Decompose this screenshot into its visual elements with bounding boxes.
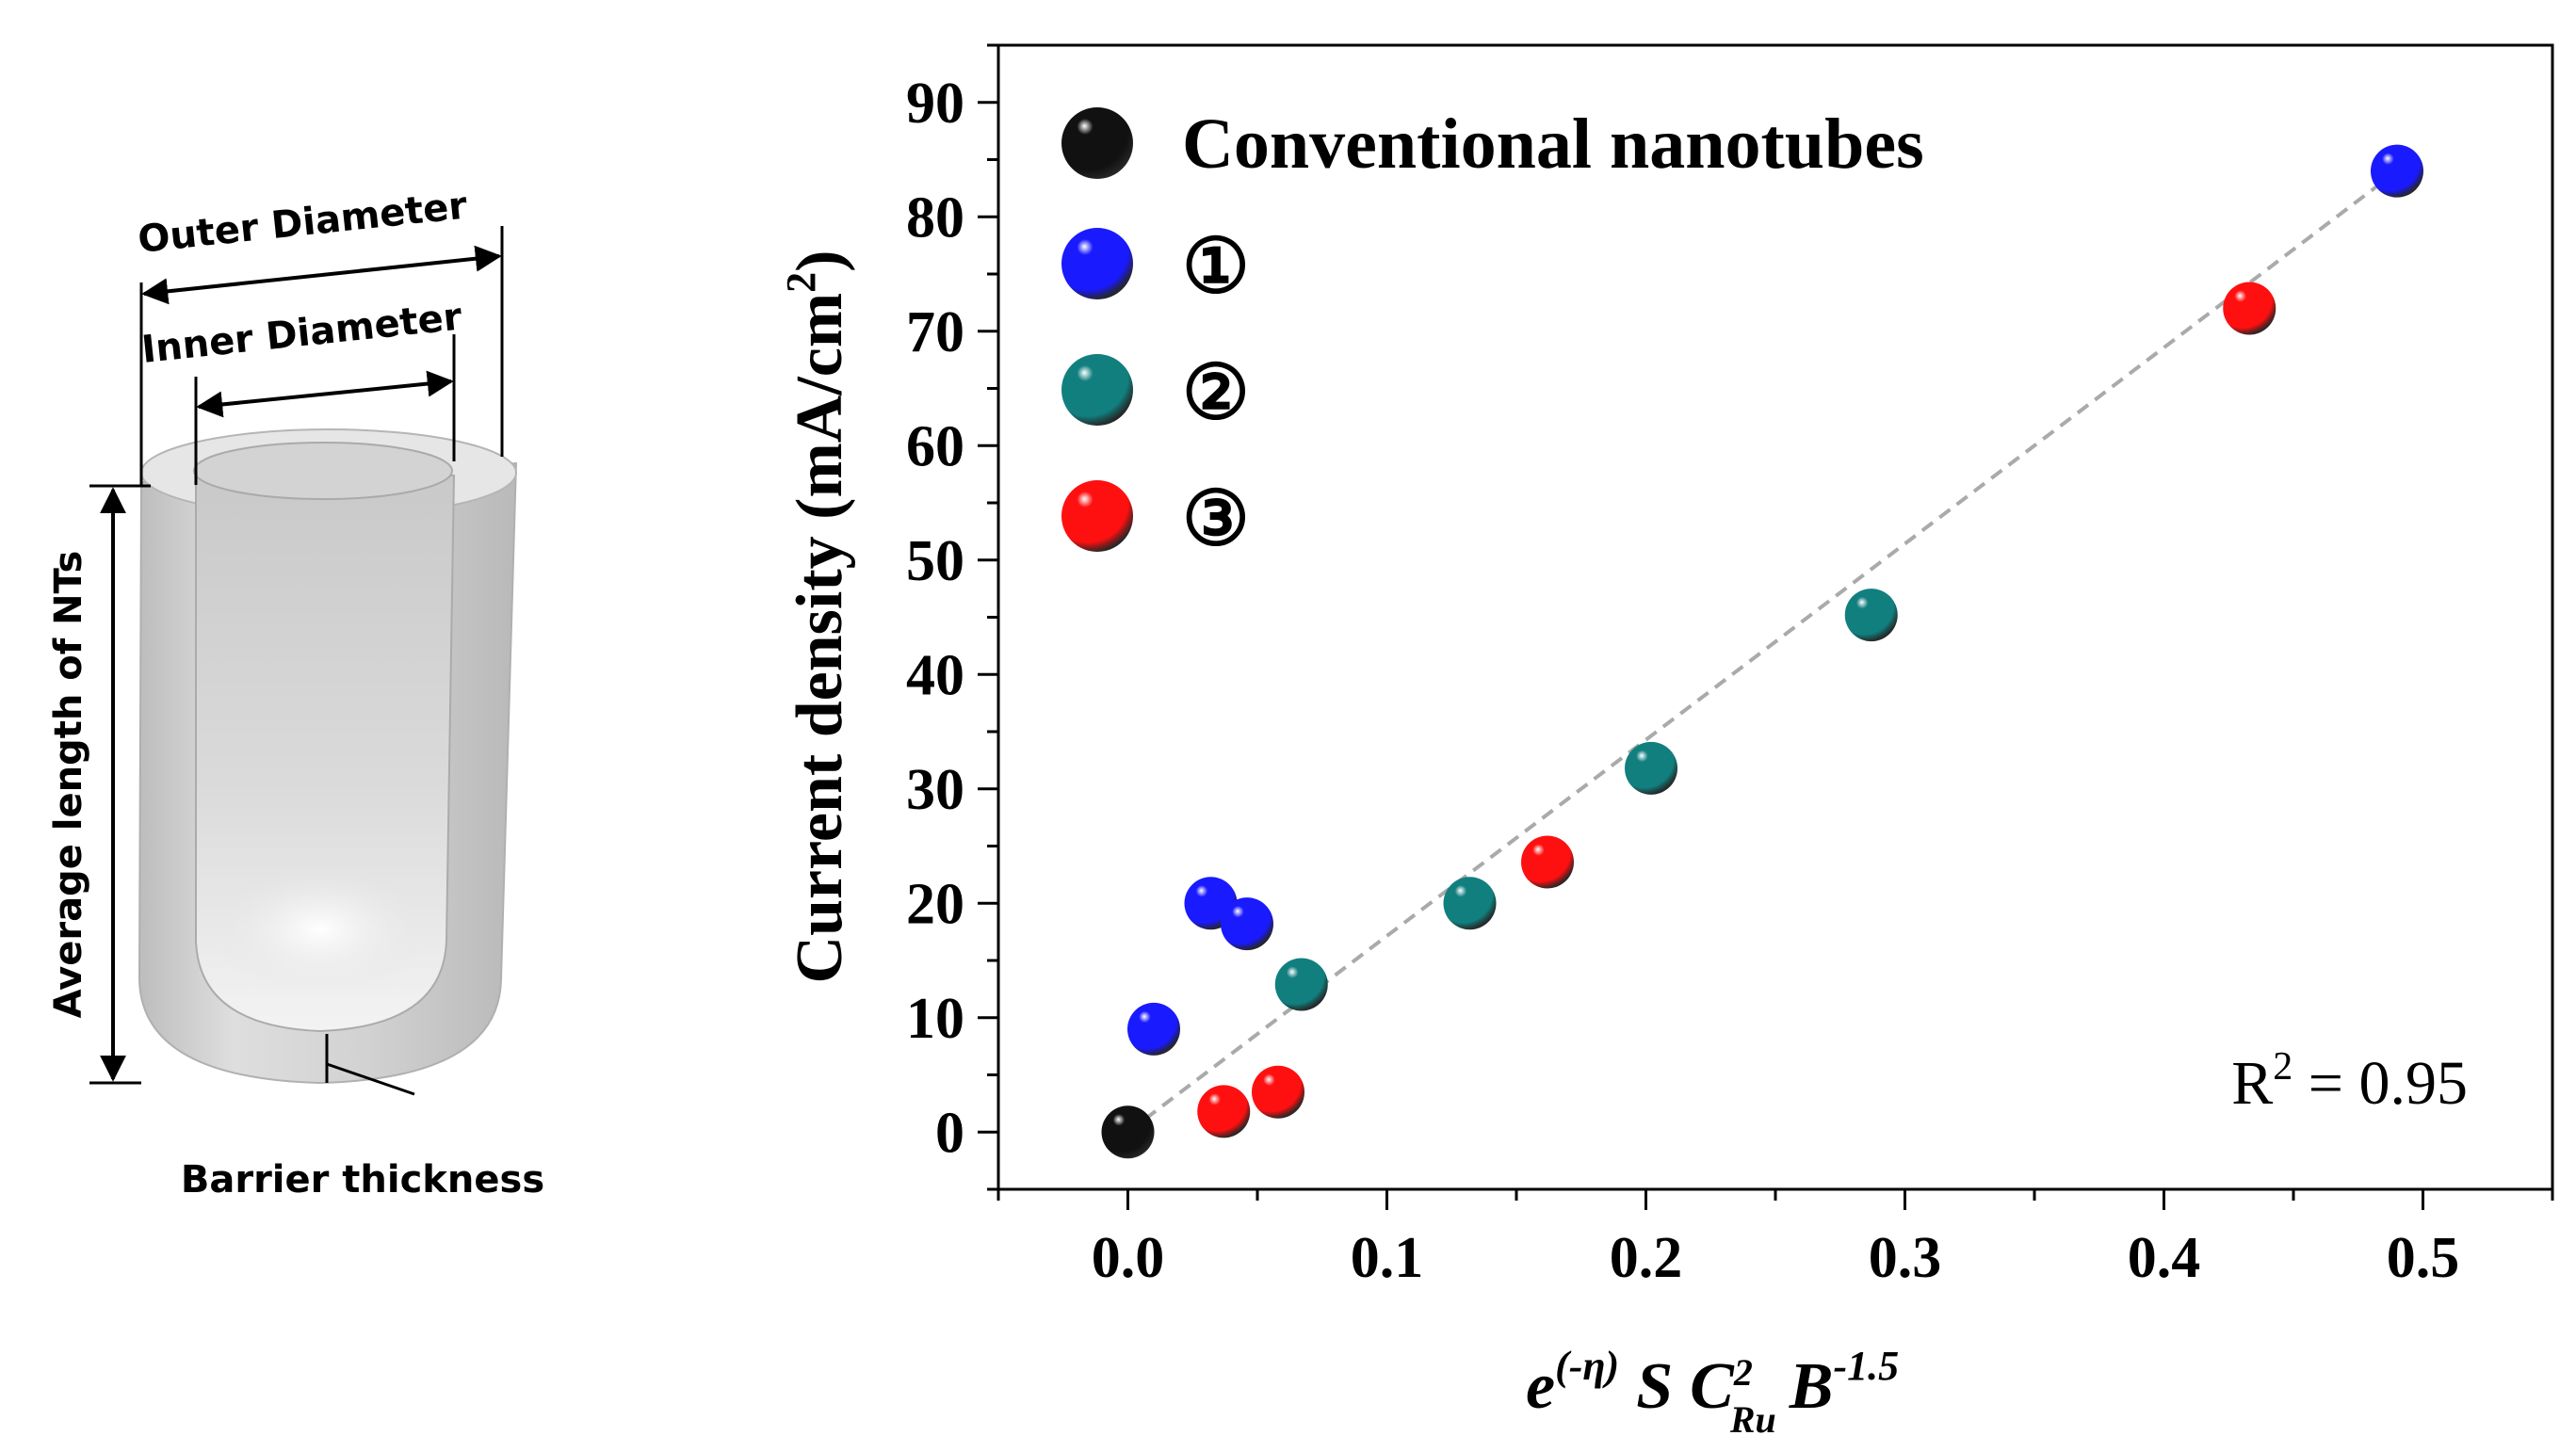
fit-line: [1126, 169, 2399, 1134]
outer-diameter-arrow: [141, 245, 502, 305]
legend-marker-series-3: [1061, 480, 1133, 552]
legend-marker-series-2: [1061, 354, 1133, 426]
x-tick-label: 0.2: [1610, 1226, 1683, 1290]
legend-label-2: ②: [1182, 352, 1250, 435]
x-tick-label: 0.4: [2128, 1226, 2201, 1290]
point-series-2: [1844, 589, 1898, 642]
legend-markers: [1061, 107, 1133, 552]
y-tick-label: 60: [906, 414, 964, 478]
point-series-3: [1197, 1085, 1251, 1138]
barrier-leader: [326, 1062, 415, 1096]
r-squared-annotation: R2 = 0.95: [2231, 1045, 2468, 1118]
point-series-3: [1521, 835, 1574, 889]
point-series-1: [1221, 897, 1273, 951]
legend-label-3: ③: [1182, 478, 1250, 561]
y-tick-label: 20: [906, 872, 964, 936]
legend-marker-conventional: [1061, 107, 1133, 179]
y-tick-label: 40: [906, 643, 964, 707]
point-series-1: [1127, 1002, 1180, 1056]
x-tick-label: 0.0: [1092, 1226, 1165, 1290]
data-points: [1101, 144, 2423, 1159]
point-series-2: [1274, 958, 1328, 1011]
inner-diameter-arrow: [196, 370, 454, 418]
y-tick-label: 0: [935, 1101, 964, 1165]
point-conventional: [1101, 1105, 1155, 1159]
y-tick-label: 50: [906, 529, 964, 593]
y-tick-label: 80: [906, 186, 964, 250]
y-axis-ticks: 0 10 20 30 40 50 60 70 80 90: [906, 72, 998, 1165]
point-series-3: [1252, 1065, 1304, 1119]
x-axis-label: e(-η) S C2 Ru B-1.5: [1526, 1343, 1899, 1441]
x-tick-label: 0.3: [1869, 1226, 1942, 1290]
nanotube-body: [138, 428, 518, 1085]
x-minor-ticks: [996, 1189, 2554, 1201]
inner-diameter-label: Inner Diameter: [139, 295, 464, 371]
point-series-2: [1443, 877, 1497, 930]
scatter-chart: 0.0 0.1 0.2 0.3 0.4 0.5 0 10 20 30 40 50 60 70 80 90 C…: [778, 43, 2554, 1441]
x-tick-label: 0.1: [1351, 1226, 1424, 1290]
x-axis-ticks: 0.0 0.1 0.2 0.3 0.4 0.5: [1092, 1189, 2460, 1290]
plot-frame: [996, 43, 2554, 1191]
y-tick-label: 10: [906, 987, 964, 1051]
nanotube-schematic: Outer Diameter Inner Diameter Average le…: [47, 184, 544, 1202]
point-series-1: [2371, 144, 2423, 198]
length-label: Average length of NTs: [47, 551, 90, 1019]
y-tick-label: 90: [906, 72, 964, 136]
legend-label-conventional: Conventional nanotubes: [1182, 105, 1924, 184]
point-series-3: [2223, 282, 2276, 335]
y-tick-label: 70: [906, 300, 964, 364]
legend-marker-series-1: [1061, 228, 1133, 299]
y-axis-label: Current density (mA/cm2): [778, 250, 856, 984]
y-minor-ticks: [987, 43, 998, 1191]
x-tick-label: 0.5: [2387, 1226, 2460, 1290]
point-series-2: [1625, 741, 1677, 795]
legend-label-1: ①: [1182, 226, 1250, 309]
barrier-label: Barrier thickness: [181, 1158, 544, 1202]
legend: Conventional nanotubes ① ② ③: [1061, 105, 1924, 561]
outer-diameter-label: Outer Diameter: [136, 184, 469, 261]
y-tick-label: 30: [906, 758, 964, 822]
